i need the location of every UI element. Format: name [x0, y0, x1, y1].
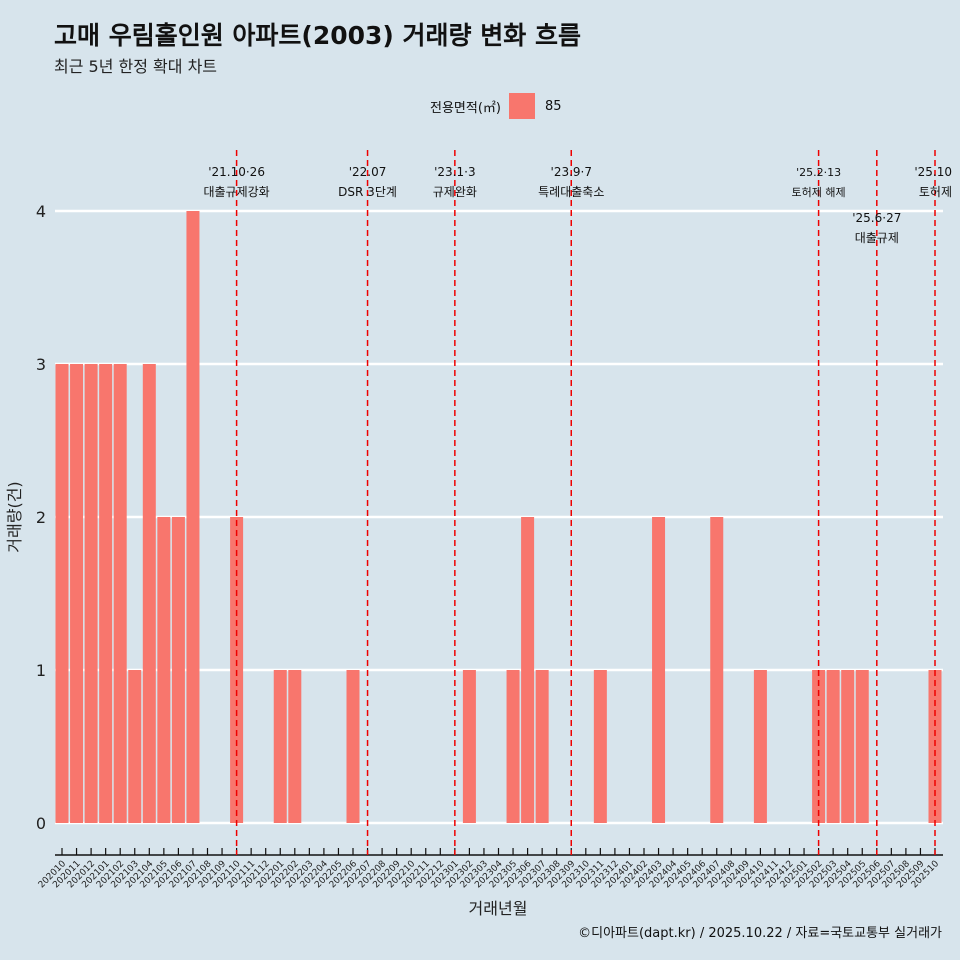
bar — [70, 364, 84, 823]
bar — [157, 517, 171, 823]
bar — [521, 517, 535, 823]
event-label: DSR 3단계 — [338, 185, 397, 199]
legend: 전용면적(㎡) 85 — [430, 93, 562, 119]
y-tick-label: 4 — [36, 202, 46, 221]
bar — [84, 364, 98, 823]
legend-swatch — [508, 93, 535, 119]
x-axis-title: 거래년월 — [469, 899, 528, 918]
event-date: '25.2·13 — [796, 166, 841, 179]
bar — [928, 670, 942, 823]
bar — [273, 670, 287, 823]
bar — [55, 364, 69, 823]
event-date: '25.10 — [914, 165, 952, 179]
chart-title: 고매 우림홀인원 아파트(2003) 거래량 변화 흐름 — [54, 21, 581, 50]
event-label: 특례대출축소 — [538, 185, 604, 199]
legend-title: 전용면적(㎡) — [430, 100, 501, 116]
bar — [288, 670, 302, 823]
event-label: 규제완화 — [433, 185, 477, 199]
event-label: 대출규제강화 — [203, 185, 269, 199]
bar — [753, 670, 767, 823]
event-date: '23.1·3 — [434, 165, 475, 179]
bar — [652, 517, 666, 823]
bar — [128, 670, 142, 823]
event-date: '25.6·27 — [852, 211, 901, 225]
bar — [186, 211, 200, 823]
bar — [99, 364, 113, 823]
bar — [171, 517, 185, 823]
y-tick-label: 2 — [36, 508, 46, 527]
bar — [346, 670, 360, 823]
y-tick-label: 0 — [36, 814, 46, 833]
chart-subtitle: 최근 5년 한정 확대 차트 — [54, 57, 218, 76]
y-tick-label: 3 — [36, 355, 46, 374]
bar — [535, 670, 549, 823]
event-label: 토허제 해제 — [792, 185, 846, 199]
event-label: 토허제 — [919, 185, 952, 199]
bar — [506, 670, 520, 823]
bar — [113, 364, 127, 823]
caption: ©디아파트(dapt.kr) / 2025.10.22 / 자료=국토교통부 실… — [578, 926, 942, 941]
event-date: '21.10·26 — [208, 165, 265, 179]
bar — [593, 670, 607, 823]
event-label: 대출규제 — [855, 231, 899, 245]
bar — [462, 670, 476, 823]
bar — [710, 517, 724, 823]
event-date: '23.9·7 — [551, 165, 592, 179]
bar — [142, 364, 156, 823]
bar — [826, 670, 840, 823]
bar — [855, 670, 869, 823]
bar — [812, 670, 826, 823]
y-axis-title: 거래량(건) — [5, 481, 24, 552]
event-date: '22.07 — [349, 165, 387, 179]
bar — [841, 670, 855, 823]
y-tick-label: 1 — [36, 661, 46, 680]
legend-label: 85 — [544, 98, 562, 114]
